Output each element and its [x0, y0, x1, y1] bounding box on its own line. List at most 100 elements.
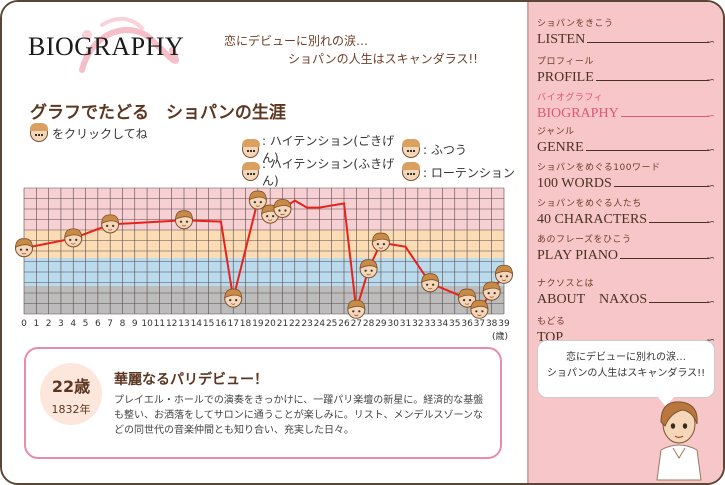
- x-tick-label: 26: [338, 319, 350, 329]
- nav-underline: [649, 302, 709, 303]
- nav-item-sublabel: バイオグラフィ: [537, 93, 604, 103]
- legend-label: : ハイテンション(ごきげん): [262, 134, 395, 165]
- pink-swirl-decoration: [79, 16, 179, 73]
- face-marker-icon[interactable]: [359, 259, 378, 279]
- face-marker-icon[interactable]: [15, 238, 33, 258]
- nav-item-biography[interactable]: バイオグラフィ BIOGRAPHY ∽: [537, 90, 717, 122]
- face-marker-icon[interactable]: [470, 299, 489, 319]
- x-tick-label: 35: [449, 319, 460, 329]
- detail-age: 22歳: [51, 377, 91, 396]
- x-tick-label: 28: [363, 319, 375, 329]
- x-tick-label: 6: [95, 319, 101, 329]
- face-marker-icon[interactable]: [371, 232, 390, 252]
- nav-item-label: BIOGRAPHY: [537, 106, 619, 121]
- detail-title: 華麗なるパリデビュー！: [114, 372, 268, 388]
- face-marker-icon[interactable]: [458, 288, 477, 308]
- x-tick-label: 32: [412, 319, 423, 329]
- nav-item-sublabel: ショパンをめぐる100ワード: [537, 163, 661, 173]
- curl-ornament-icon: ∽: [706, 111, 715, 122]
- face-marker-icon[interactable]: [482, 281, 501, 301]
- x-tick-label: 24: [314, 319, 326, 329]
- legend-label: : ローテンション: [423, 165, 515, 180]
- x-axis-unit-label: (歳): [492, 330, 508, 342]
- face-icon: [30, 123, 48, 142]
- nav-underline: [614, 186, 709, 187]
- tagline-line-1: 恋にデビューに別れの涙…: [224, 34, 369, 48]
- curl-ornament-icon: ∽: [706, 75, 715, 86]
- age-badge: 22歳 1832年: [40, 363, 102, 425]
- nav-item-sublabel: ナクソスとは: [537, 279, 595, 289]
- face-marker-icon[interactable]: [101, 214, 120, 234]
- x-tick-label: 33: [424, 319, 435, 329]
- x-tick-label: 8: [120, 319, 126, 329]
- curl-ornament-icon: ∽: [706, 145, 715, 156]
- legend-item-normal: : ふつう: [402, 139, 467, 158]
- sad-face-icon: [402, 162, 420, 181]
- click-hint-text: をクリックしてね: [52, 126, 148, 141]
- speech-bubble: 恋にデビューに別れの涙… ショパンの人生はスキャンダラス!!: [537, 340, 715, 407]
- nav-item-label: 100 WORDS: [537, 176, 612, 191]
- curl-ornament-icon: ∽: [706, 253, 715, 264]
- x-tick-label: 1: [33, 319, 39, 329]
- nav-item-listen[interactable]: ショパンをきこう LISTEN ∽: [537, 16, 717, 48]
- legend-item-high-good: : ハイテンション(ごきげん): [242, 132, 402, 166]
- x-tick-label: 27: [351, 319, 362, 329]
- smiling-face-icon: [242, 139, 261, 158]
- mood-legend: : ハイテンション(ごきげん) : ふつう : ハイテンション(ふきげん) : …: [242, 134, 515, 189]
- legend-label: : ふつう: [423, 142, 467, 157]
- face-marker-icon[interactable]: [273, 199, 292, 218]
- x-tick-label: 17: [228, 319, 239, 329]
- nav-item-100-words[interactable]: ショパンをめぐる100ワード 100 WORDS ∽: [537, 160, 717, 192]
- x-tick-label: 22: [289, 319, 300, 329]
- x-tick-label: 30: [388, 319, 400, 329]
- x-tick-label: 15: [203, 319, 214, 329]
- tagline-line-2: ショパンの人生はスキャンダラス!!: [288, 52, 478, 66]
- face-marker-icon[interactable]: [347, 299, 366, 319]
- x-tick-label: 31: [400, 319, 411, 329]
- x-tick-label: 29: [375, 319, 387, 329]
- x-tick-label: 23: [301, 319, 312, 329]
- life-mood-chart: 0 1 2 3 4 5 6 7 8 9 10 11 12 13 14 15 16 17 18 19 20 21 22 23 24…: [15, 187, 513, 342]
- nav-item-play-piano[interactable]: あのフレーズをひこう PLAY PIANO ∽: [537, 232, 717, 264]
- nav-item-profile[interactable]: プロフィール PROFILE ∽: [537, 54, 717, 86]
- nav-item-sublabel: ジャンル: [537, 127, 575, 137]
- nav-underline: [649, 222, 709, 223]
- face-marker-icon[interactable]: [248, 190, 267, 210]
- detail-year: 1832年: [51, 403, 91, 416]
- x-tick-label: 5: [83, 319, 89, 329]
- x-tick-label: 12: [166, 319, 177, 329]
- main-panel: BIOGRAPHY 恋にデビューに別れの涙… ショパンの人生はスキャンダラス!!…: [2, 2, 527, 483]
- nav-item-40-characters[interactable]: ショパンをめぐる人たち 40 CHARACTERS ∽: [537, 196, 717, 228]
- nav-underline: [620, 258, 709, 259]
- face-marker-icon[interactable]: [224, 288, 243, 308]
- x-tick-label: 38: [486, 319, 498, 329]
- mood-band: [24, 230, 504, 258]
- nav-underline: [621, 116, 709, 117]
- nav-item-about-naxos[interactable]: ナクソスとは ABOUT NAXOS ∽: [537, 276, 717, 308]
- graph-heading: グラフでたどる ショパンの生涯: [30, 103, 286, 123]
- face-marker-icon[interactable]: [421, 273, 440, 293]
- nav-item-sublabel: あのフレーズをひこう: [537, 235, 632, 245]
- nav-item-genre[interactable]: ジャンル GENRE ∽: [537, 124, 717, 156]
- nav-item-label: LISTEN: [537, 32, 586, 47]
- nav-item-label: ABOUT NAXOS: [537, 292, 648, 307]
- bubble-line-1: 恋にデビューに別れの涙…: [566, 352, 686, 363]
- legend-label: : ハイテンション(ふきげん): [262, 157, 395, 188]
- face-marker-icon[interactable]: [64, 228, 83, 248]
- x-tick-label: 20: [264, 319, 276, 329]
- x-tick-label: 19: [252, 319, 264, 329]
- curl-ornament-icon: ∽: [706, 217, 715, 228]
- face-marker-icon[interactable]: [495, 264, 513, 284]
- x-tick-label: 36: [461, 319, 473, 329]
- nav-item-label: GENRE: [537, 140, 584, 155]
- x-tick-label: 3: [58, 319, 64, 329]
- bubble-line-2: ショパンの人生はスキャンダラス!!: [546, 368, 706, 379]
- nav-item-sublabel: ショパンをめぐる人たち: [537, 199, 642, 209]
- nav-underline: [587, 42, 709, 43]
- legend-item-high-bad: : ハイテンション(ふきげん): [242, 155, 402, 189]
- nav-item-sublabel: もどる: [537, 317, 566, 327]
- face-marker-icon[interactable]: [175, 210, 193, 230]
- x-tick-label: 2: [46, 319, 52, 329]
- page-tagline: 恋にデビューに別れの涙… ショパンの人生はスキャンダラス!!: [224, 32, 478, 68]
